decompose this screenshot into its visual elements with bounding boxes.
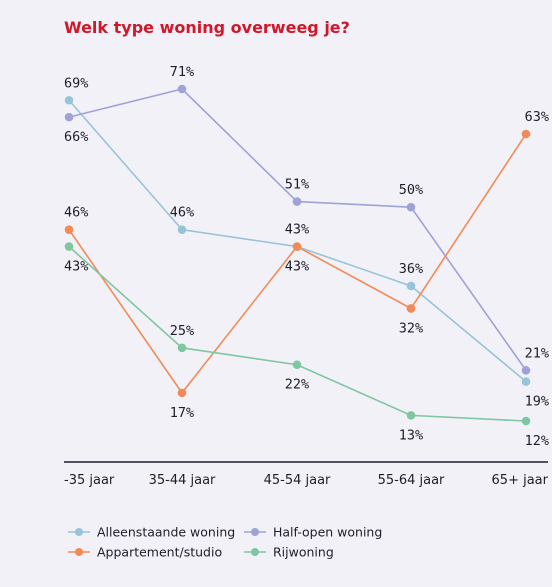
legend-item: Alleenstaande woning [68, 525, 235, 540]
legend-item: Appartement/studio [68, 545, 222, 560]
data-label: 22% [285, 377, 309, 393]
data-point [177, 225, 187, 234]
data-point [406, 281, 416, 291]
data-label: 46% [64, 205, 88, 221]
data-label: 66% [64, 129, 88, 145]
legend-swatch-marker [251, 528, 259, 536]
data-point [292, 197, 302, 206]
data-point [292, 242, 302, 251]
legend-item: Half-open woning [244, 525, 382, 540]
legend: Alleenstaande woning Half-open woning Appa… [68, 525, 382, 560]
data-label: 69% [64, 75, 88, 91]
data-label: 51% [285, 177, 309, 193]
data-point [406, 304, 416, 313]
data-point [521, 366, 531, 375]
legend-label: Half-open woning [273, 525, 382, 540]
data-label: 21% [525, 345, 549, 361]
series-points [64, 84, 531, 426]
data-point [521, 377, 531, 386]
data-label: 32% [399, 320, 423, 336]
legend-label: Rijwoning [273, 545, 334, 560]
chart-title: Welk type woning overweeg je? [64, 18, 350, 37]
data-label: 63% [525, 109, 549, 125]
data-label: 12% [525, 433, 549, 449]
data-point [64, 242, 74, 251]
data-label: 17% [170, 405, 194, 421]
data-point [177, 84, 187, 94]
data-label: 43% [285, 222, 309, 238]
data-point [64, 225, 74, 234]
data-point [177, 343, 187, 353]
data-label: 71% [170, 64, 194, 80]
x-tick-label: 55-64 jaar [378, 473, 445, 488]
x-axis-ticks: -35 jaar 35-44 jaar 45-54 jaar 55-64 jaar 65… [64, 473, 549, 488]
x-tick-label: -35 jaar [64, 473, 115, 488]
data-label: 36% [399, 261, 423, 277]
data-point [64, 112, 74, 122]
data-label: 25% [170, 323, 194, 339]
legend-label: Appartement/studio [97, 545, 222, 560]
data-point [406, 411, 416, 420]
data-label: 46% [170, 205, 194, 221]
data-point [521, 129, 531, 139]
data-label: 43% [64, 259, 88, 275]
series-lines [68, 88, 527, 422]
data-label: 50% [399, 182, 423, 198]
data-label: 43% [285, 259, 309, 275]
series-line-0 [68, 99, 527, 383]
legend-swatch-marker [251, 548, 259, 556]
x-tick-label: 35-44 jaar [149, 473, 216, 488]
data-labels: 69% 66% 46% 43% 71% 46% 25% 17% 51% 43% 43% 22% 50% 3… [64, 64, 549, 449]
data-point [64, 95, 74, 105]
legend-label: Alleenstaande woning [97, 525, 235, 540]
data-label: 13% [399, 427, 423, 443]
data-point [292, 360, 302, 370]
legend-item: Rijwoning [244, 545, 334, 560]
data-point [521, 416, 531, 426]
x-tick-label: 65+ jaar [492, 473, 549, 488]
legend-swatch-marker [75, 548, 83, 556]
data-point [177, 388, 187, 398]
data-label: 19% [525, 394, 549, 410]
data-point [406, 202, 416, 212]
x-tick-label: 45-54 jaar [264, 473, 331, 488]
legend-swatch-marker [75, 528, 83, 536]
